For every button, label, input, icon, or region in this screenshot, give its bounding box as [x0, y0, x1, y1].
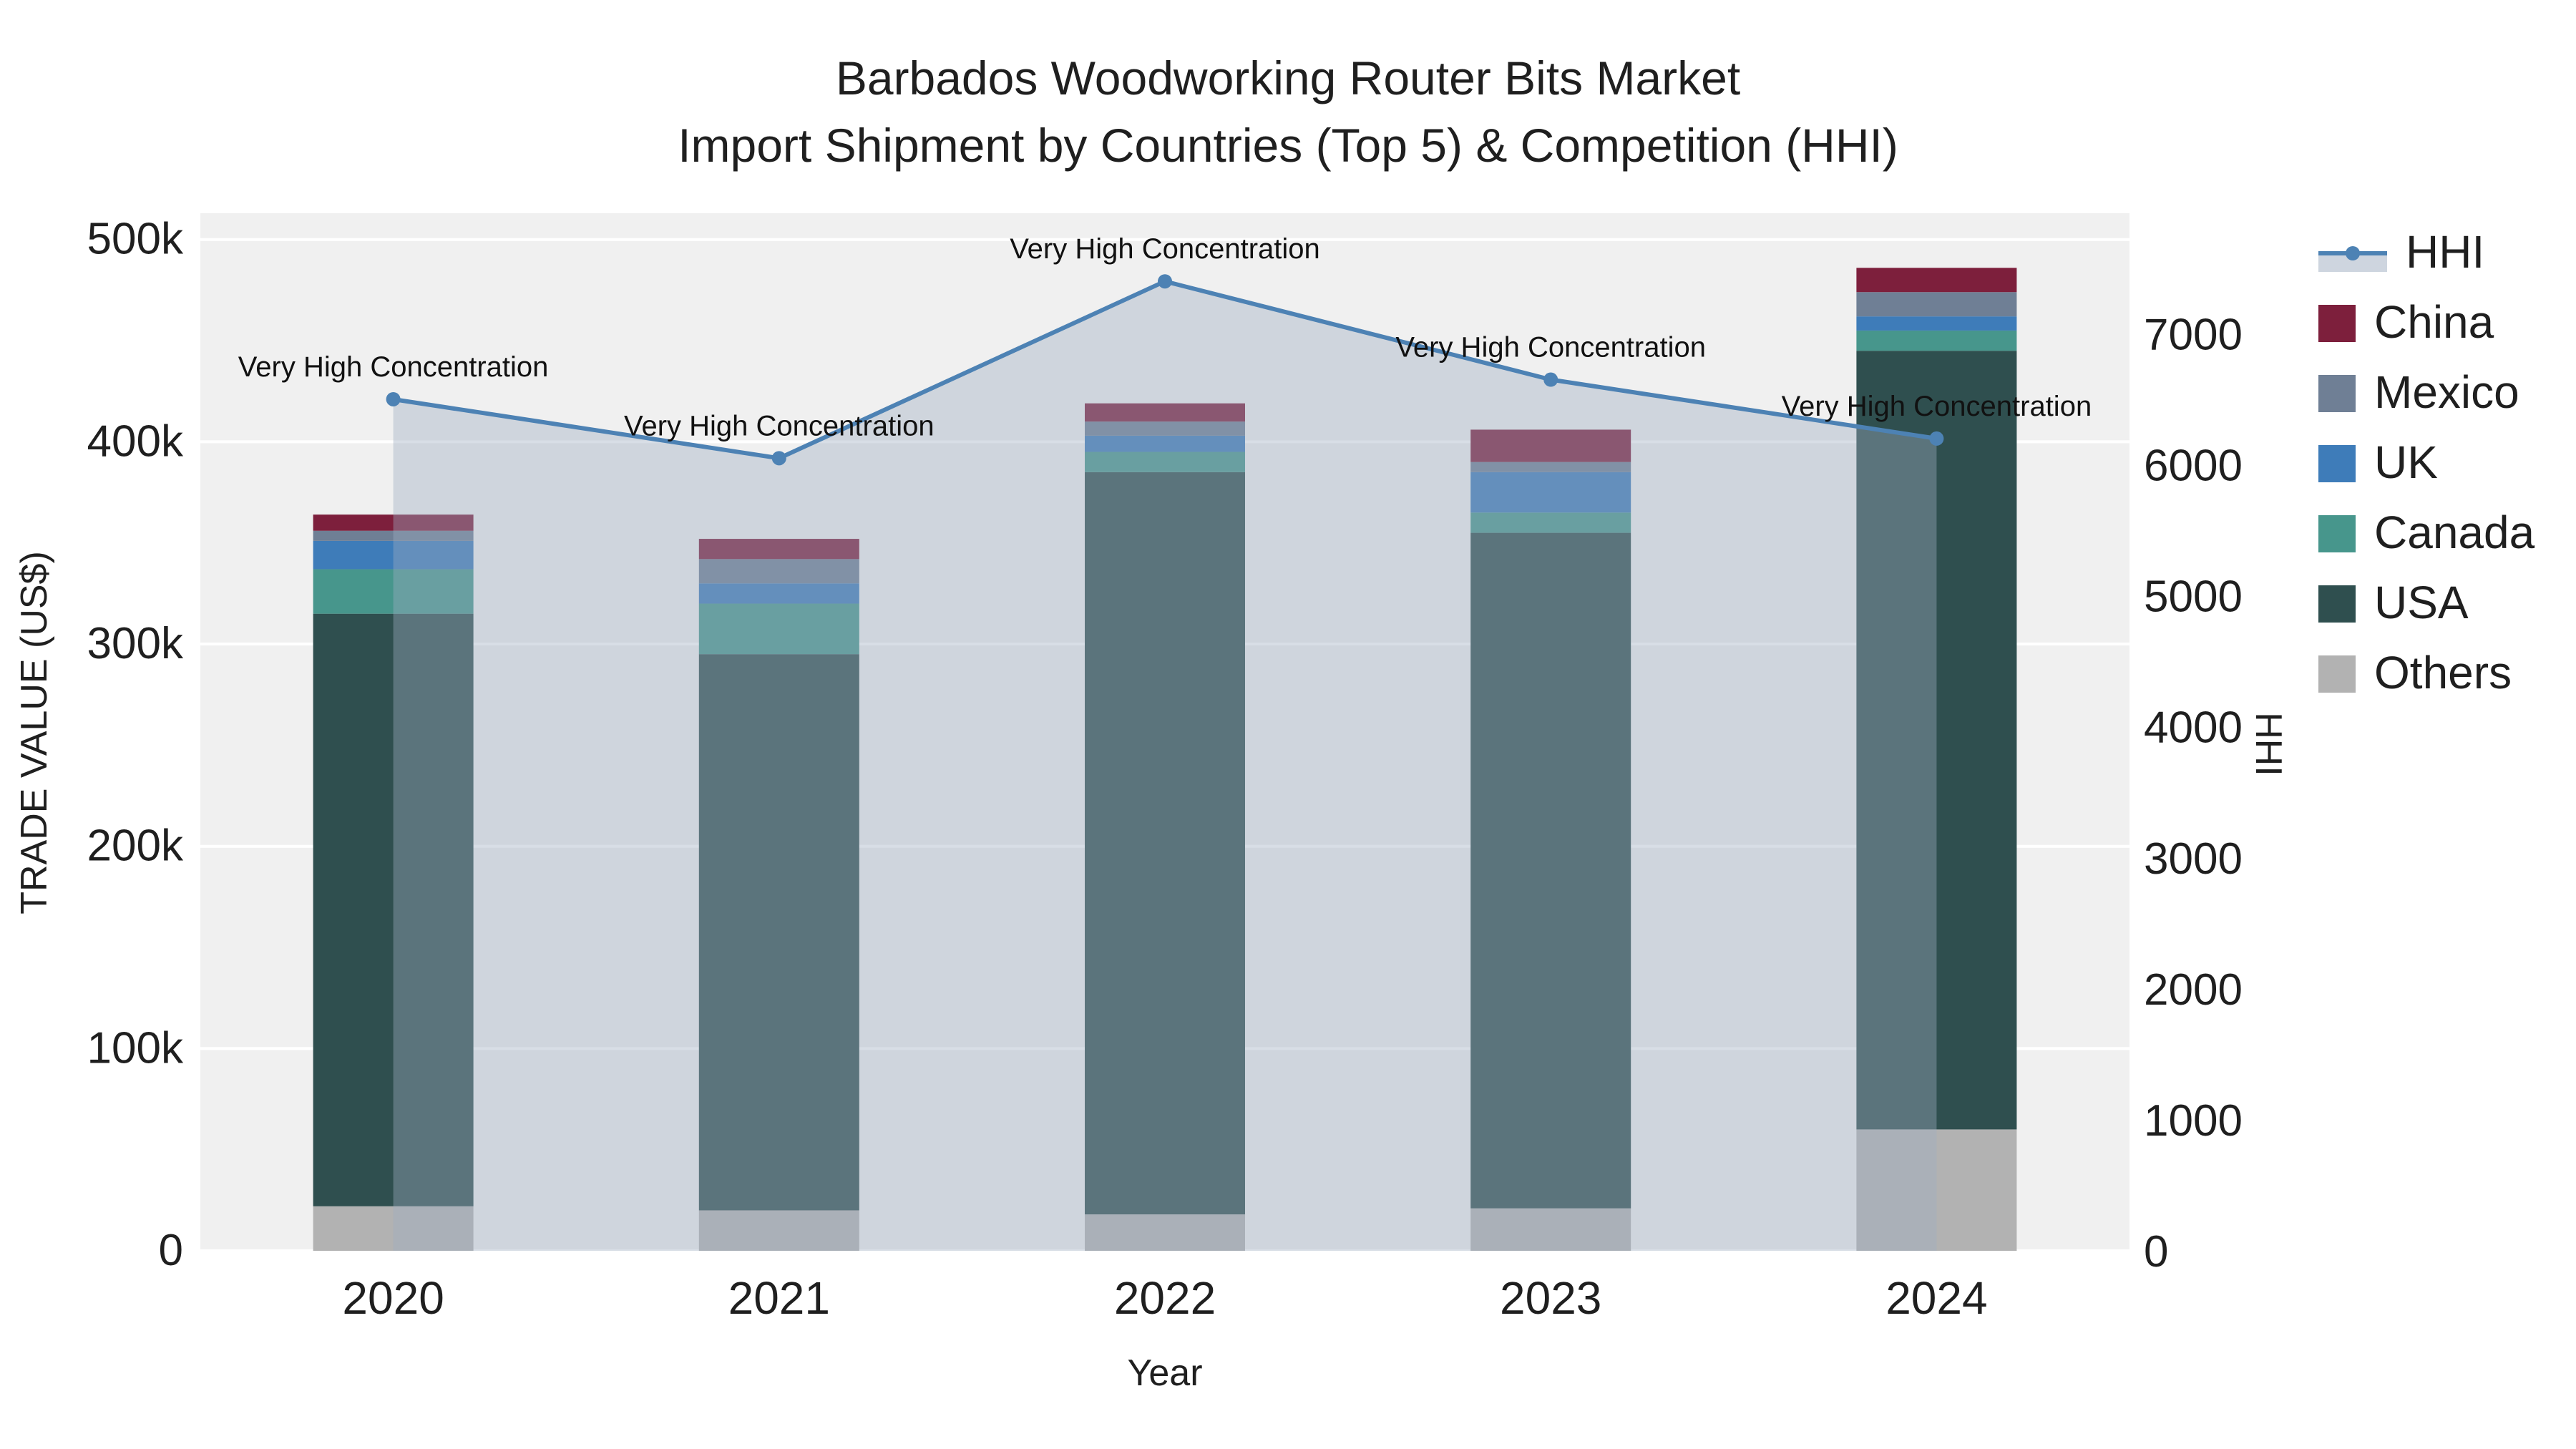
- bar-segment-canada-2023[interactable]: [1470, 512, 1631, 533]
- bar-segment-others-2020[interactable]: [313, 1206, 474, 1251]
- legend-item-canada[interactable]: Canada: [2318, 507, 2534, 560]
- legend-label: USA: [2374, 577, 2469, 628]
- x-axis-title: Year: [1127, 1351, 1203, 1394]
- bar-segment-others-2021[interactable]: [698, 1210, 859, 1251]
- bar-segment-china-2020[interactable]: [313, 514, 474, 531]
- bar-segment-mexico-2021[interactable]: [698, 559, 859, 584]
- legend-item-mexico[interactable]: Mexico: [2318, 366, 2534, 419]
- y-right-tick: 5000: [2144, 572, 2243, 622]
- y-left-tick: 300k: [87, 619, 184, 668]
- annotation-2023: Very High Concentration: [1395, 332, 1706, 364]
- legend-label: China: [2374, 296, 2494, 348]
- bar-segment-usa-2024[interactable]: [1856, 351, 2017, 1130]
- legend-swatch-usa-icon: [2318, 585, 2356, 622]
- annotation-2021: Very High Concentration: [624, 410, 935, 441]
- bar-segment-usa-2022[interactable]: [1085, 472, 1245, 1215]
- legend-item-china[interactable]: China: [2318, 296, 2534, 349]
- bar-segment-china-2023[interactable]: [1470, 429, 1631, 462]
- hhi-marker-2020[interactable]: [386, 391, 401, 406]
- y-axis-title-right: HHI: [2248, 712, 2290, 776]
- bar-segment-canada-2020[interactable]: [313, 569, 474, 614]
- legend-item-others[interactable]: Others: [2318, 647, 2534, 700]
- bar-segment-china-2021[interactable]: [698, 539, 859, 560]
- bar-segment-china-2022[interactable]: [1085, 403, 1245, 422]
- bar-segment-usa-2021[interactable]: [698, 654, 859, 1211]
- bar-segment-mexico-2024[interactable]: [1856, 292, 2017, 317]
- x-tick-2020: 2020: [342, 1272, 444, 1324]
- hhi-marker-2021[interactable]: [771, 451, 786, 466]
- x-tick-2024: 2024: [1885, 1272, 1987, 1324]
- legend-swatch-mexico-icon: [2318, 374, 2356, 411]
- x-tick-2022: 2022: [1114, 1272, 1216, 1324]
- chart-title-line2: Import Shipment by Countries (Top 5) & C…: [678, 118, 1898, 172]
- legend-item-hhi[interactable]: HHI: [2318, 226, 2534, 279]
- legend-label: HHI: [2406, 226, 2485, 278]
- y-right-tick: 4000: [2144, 703, 2243, 753]
- bar-segment-china-2024[interactable]: [1856, 268, 2017, 293]
- bar-segment-others-2024[interactable]: [1856, 1129, 2017, 1251]
- hhi-marker-2024[interactable]: [1929, 431, 1944, 446]
- y-right-tick: 7000: [2144, 310, 2243, 359]
- legend-swatch-china-icon: [2318, 304, 2356, 341]
- legend-item-usa[interactable]: USA: [2318, 577, 2534, 630]
- legend-swatch-others-icon: [2318, 655, 2356, 692]
- bar-segment-uk-2022[interactable]: [1085, 435, 1245, 452]
- bar-segment-mexico-2020[interactable]: [313, 530, 474, 541]
- bar-segment-others-2023[interactable]: [1470, 1208, 1631, 1251]
- annotation-2020: Very High Concentration: [238, 351, 549, 383]
- bar-segment-uk-2021[interactable]: [698, 583, 859, 604]
- bar-segment-uk-2020[interactable]: [313, 540, 474, 570]
- hhi-marker-2023[interactable]: [1543, 372, 1558, 387]
- y-axis-title-left: TRADE VALUE (US$): [12, 551, 55, 914]
- legend-swatch-uk-icon: [2318, 444, 2356, 482]
- legend-item-uk[interactable]: UK: [2318, 436, 2534, 489]
- y-right-tick: 2000: [2144, 965, 2243, 1015]
- y-right-tick: 1000: [2144, 1096, 2243, 1146]
- annotation-2022: Very High Concentration: [1010, 233, 1320, 265]
- legend-label: Mexico: [2374, 366, 2519, 418]
- bar-segment-canada-2022[interactable]: [1085, 452, 1245, 472]
- hhi-area-fill: [393, 281, 1937, 1251]
- bar-segment-usa-2020[interactable]: [313, 613, 474, 1206]
- legend-label: Canada: [2374, 507, 2535, 558]
- bar-segment-canada-2024[interactable]: [1856, 330, 2017, 351]
- bar-segment-uk-2023[interactable]: [1470, 472, 1631, 513]
- chart-title: Barbados Woodworking Router Bits Market …: [0, 46, 2576, 180]
- y-left-tick: 500k: [87, 215, 184, 264]
- legend-line-sample-icon: [2318, 245, 2387, 271]
- legend-label: Others: [2374, 647, 2512, 698]
- y-left-tick: 0: [159, 1226, 183, 1275]
- y-left-tick: 100k: [87, 1023, 184, 1073]
- legend: HHI China Mexico UK Canada USA Others: [2318, 226, 2534, 700]
- bar-segment-others-2022[interactable]: [1085, 1214, 1245, 1251]
- bar-segment-mexico-2022[interactable]: [1085, 421, 1245, 436]
- y-right-tick: 6000: [2144, 441, 2243, 491]
- y-left-tick: 400k: [87, 416, 184, 466]
- x-tick-2021: 2021: [728, 1272, 830, 1324]
- legend-label: UK: [2374, 436, 2438, 488]
- bar-segment-uk-2024[interactable]: [1856, 316, 2017, 331]
- annotation-2024: Very High Concentration: [1782, 391, 2092, 422]
- chart-title-line1: Barbados Woodworking Router Bits Market: [835, 52, 1741, 104]
- y-right-tick: 3000: [2144, 834, 2243, 884]
- bar-segment-usa-2023[interactable]: [1470, 532, 1631, 1209]
- legend-swatch-canada-icon: [2318, 514, 2356, 552]
- y-left-tick: 200k: [87, 821, 184, 871]
- y-right-tick: 0: [2144, 1227, 2168, 1277]
- bar-segment-canada-2021[interactable]: [698, 603, 859, 655]
- bar-segment-mexico-2023[interactable]: [1470, 462, 1631, 472]
- hhi-marker-2022[interactable]: [1158, 274, 1172, 289]
- x-tick-2023: 2023: [1500, 1272, 1601, 1324]
